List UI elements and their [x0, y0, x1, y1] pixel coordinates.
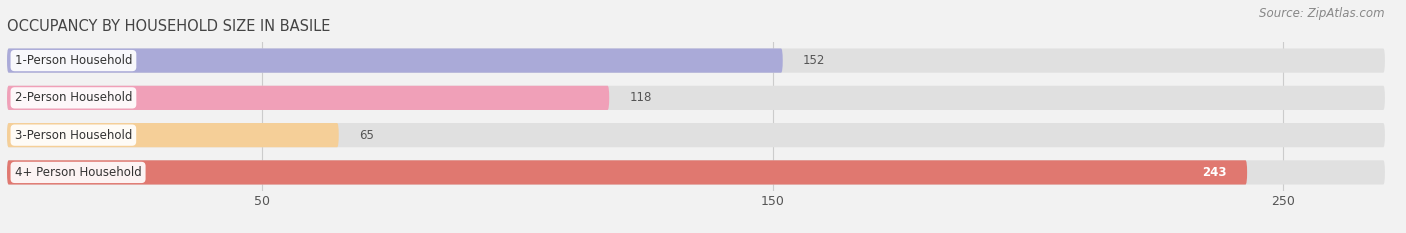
Text: 4+ Person Household: 4+ Person Household	[14, 166, 142, 179]
FancyBboxPatch shape	[7, 123, 1385, 147]
FancyBboxPatch shape	[7, 160, 1247, 185]
FancyBboxPatch shape	[7, 160, 1385, 185]
Text: 3-Person Household: 3-Person Household	[14, 129, 132, 142]
Text: 65: 65	[359, 129, 374, 142]
FancyBboxPatch shape	[7, 86, 609, 110]
FancyBboxPatch shape	[7, 123, 339, 147]
Text: 118: 118	[630, 91, 652, 104]
Text: 2-Person Household: 2-Person Household	[14, 91, 132, 104]
Text: 1-Person Household: 1-Person Household	[14, 54, 132, 67]
Text: Source: ZipAtlas.com: Source: ZipAtlas.com	[1260, 7, 1385, 20]
Text: 152: 152	[803, 54, 825, 67]
Text: 243: 243	[1202, 166, 1226, 179]
Text: OCCUPANCY BY HOUSEHOLD SIZE IN BASILE: OCCUPANCY BY HOUSEHOLD SIZE IN BASILE	[7, 19, 330, 34]
FancyBboxPatch shape	[7, 48, 1385, 73]
FancyBboxPatch shape	[7, 48, 783, 73]
FancyBboxPatch shape	[7, 86, 1385, 110]
